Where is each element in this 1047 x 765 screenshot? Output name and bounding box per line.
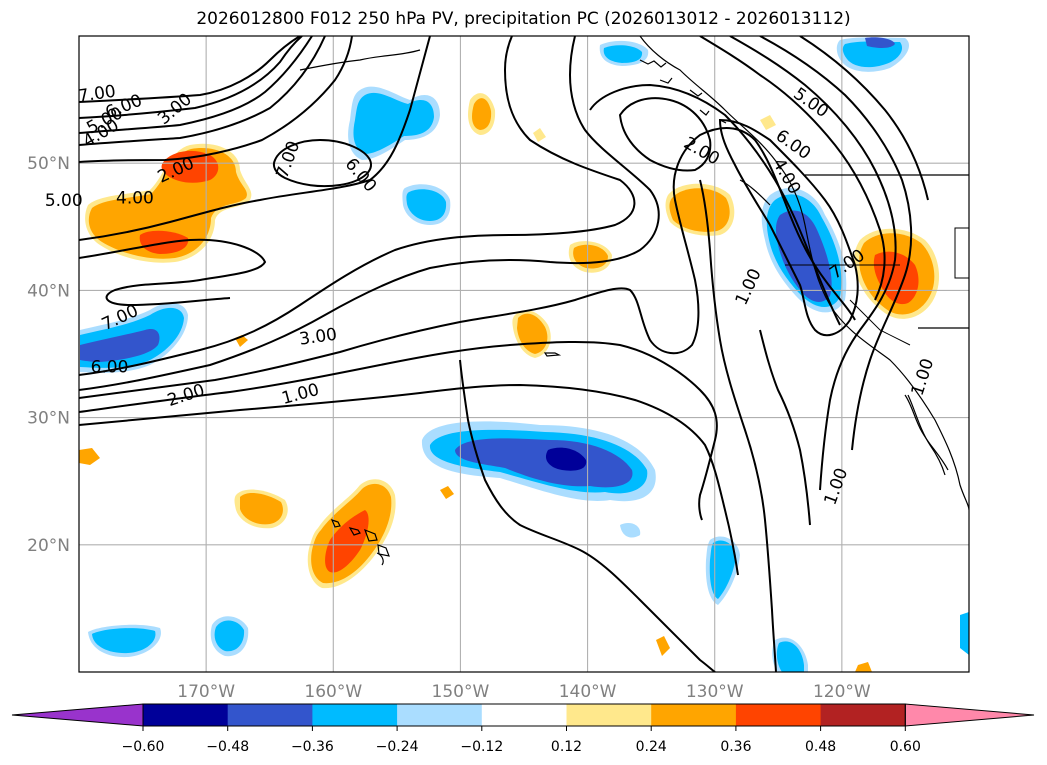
pv-contour-1e: [459, 359, 716, 672]
pv-contour-label-text: 1.00: [821, 465, 853, 507]
pv-contour-ridge-2: [729, 36, 897, 491]
pv-contour-3: [79, 36, 353, 163]
baja-coastline: [907, 394, 946, 476]
pv-contour-5: [79, 36, 313, 134]
pv-contour-1d: [699, 179, 777, 672]
pv-contour-label-text: 5.00: [45, 191, 83, 211]
pv-contour-label: 3.00: [154, 89, 196, 129]
state-border-2: [849, 299, 911, 346]
lon-tick-label: 150°W: [432, 682, 490, 702]
pv-contours: [79, 36, 929, 672]
lon-tick-label: 140°W: [559, 682, 617, 702]
aleutian-islands: [299, 49, 421, 71]
pv-contour-4: [79, 36, 326, 146]
pv-contour-label-text: 1.00: [732, 266, 766, 309]
pv-contour-label: 1.00: [821, 465, 853, 507]
pv-contour-trough-inner: [618, 97, 712, 172]
colorbar-tick-label: 0.48: [805, 739, 836, 755]
pv-contour-6b: [79, 36, 660, 391]
pv-contour-1c: [759, 329, 811, 526]
pv-contour-ridge-1: [699, 36, 886, 301]
pv-contour-label-text: 3.00: [298, 325, 338, 350]
lon-tick-label: 170°W: [177, 682, 235, 702]
pv-contour-label-text: 6.00: [91, 358, 129, 378]
axis-labels: 170°W 160°W 150°W 140°W 130°W 120°W 50°N 40°N 30…: [27, 154, 871, 702]
pv-contour-label: 1.00: [280, 380, 322, 409]
lat-tick-label: 50°N: [27, 154, 70, 174]
colorbar-segment: [820, 704, 906, 726]
colorbar-tick-label: −0.48: [206, 739, 249, 755]
pv-contour-label: 5.00: [45, 191, 83, 211]
pv-contour-closed-coast: [718, 118, 859, 337]
plot-title: 2026012800 F012 250 hPa PV, precipitatio…: [196, 9, 851, 29]
alaska-panhandle-islands: [639, 59, 727, 124]
lat-tick-label: 30°N: [27, 409, 70, 429]
colorbar-tick-label: 0.24: [636, 739, 667, 755]
colorbar-tick-label: 0.12: [551, 739, 582, 755]
precip-positive: [79, 93, 940, 672]
colorbar-tick-label: −0.36: [291, 739, 334, 755]
pv-contour-ridge-4: [799, 36, 929, 201]
pv-contour-label-text: 1.00: [280, 380, 322, 409]
lat-tick-label: 40°N: [27, 281, 70, 301]
vancouver-island: [739, 179, 771, 206]
pv-contour-label: 6.00: [91, 358, 129, 378]
state-box: [954, 227, 969, 279]
lon-tick-label: 130°W: [686, 682, 744, 702]
colorbar-frame: [142, 703, 906, 727]
colorbar-tick-label: −0.24: [376, 739, 419, 755]
colorbar-extend-high: [904, 703, 1035, 727]
colorbar-tick-label: −0.12: [460, 739, 503, 755]
colorbar-segment: [481, 704, 567, 726]
colorbar: −0.60 −0.48 −0.36 −0.24 −0.12 0.12 0.24 0.36 0.4…: [11, 703, 1035, 755]
pv-contour-3b: [79, 127, 856, 399]
gridlines: [79, 36, 969, 672]
pv-contour-2: [79, 36, 431, 241]
lon-tick-label: 160°W: [304, 682, 362, 702]
mexico-coast: [904, 394, 949, 471]
colorbar-segment: [566, 704, 652, 726]
map-frame: [78, 35, 970, 673]
pv-contour-label-text: 4.00: [116, 189, 154, 209]
island-small: [543, 352, 562, 357]
hawaii-islands: [330, 519, 390, 566]
pv-contour-label: 1.00: [908, 356, 939, 398]
pv-contour-ridge-3: [759, 36, 913, 451]
colorbar-tick-label: 0.36: [720, 739, 751, 755]
pv-contour-label: 2.00: [165, 380, 207, 411]
pv-contour-label-text: 1.00: [908, 356, 939, 398]
pv-contour-label: 4.00: [116, 189, 154, 209]
lat-tick-label: 20°N: [27, 536, 70, 556]
colorbar-segment: [651, 704, 737, 726]
lon-tick-label: 120°W: [813, 682, 871, 702]
pv-contour-7: [79, 36, 301, 103]
coastlines: [299, 36, 969, 566]
pv-contour-6: [79, 36, 303, 119]
colorbar-segment: [735, 704, 822, 726]
pv-contour-trough-outer: [589, 83, 841, 326]
colorbar-segment: [312, 704, 398, 726]
colorbar-segment: [227, 704, 313, 726]
pv-contour-1b: [79, 383, 739, 576]
pv-contour-label-text: 7.00: [273, 139, 305, 181]
colorbar-tick-label: 0.60: [890, 739, 921, 755]
colorbar-segment: [143, 704, 229, 726]
pv-contour-1: [79, 238, 267, 307]
colorbar-segment: [397, 704, 483, 726]
pv-contour-7b: [79, 36, 636, 376]
pv-contour-2-closed: [272, 138, 372, 188]
north-america-coastline: [639, 36, 969, 511]
pv-contour-label: 1.00: [732, 266, 766, 309]
colorbar-extend-low: [11, 703, 144, 727]
colorbar-tick-label: −0.60: [122, 739, 165, 755]
